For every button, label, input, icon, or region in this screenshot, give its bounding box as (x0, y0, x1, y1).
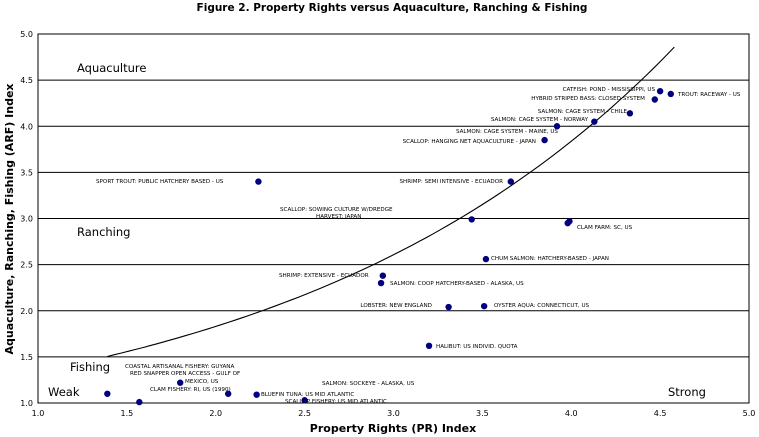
y-tick-label: 1.5 (20, 353, 33, 362)
annotation-red-snapper-location: MEXICO, US (185, 379, 219, 385)
annotation-chum-salmon: CHUM SALMON: HATCHERY-BASED - JAPAN (491, 256, 609, 262)
region-label-weak: Weak (48, 385, 80, 399)
data-point (224, 390, 232, 397)
y-tick-label: 2.0 (20, 307, 33, 316)
data-point (425, 342, 433, 350)
x-tick-label: 1.5 (121, 409, 134, 418)
x-tick-label: 2.5 (298, 409, 311, 418)
x-tick-labels: 1.0 1.5 2.0 2.5 3.0 3.5 4.0 4.5 5.0 (32, 409, 756, 418)
data-point (656, 87, 664, 95)
annotation-salmon-norway: SALMON: CAGE SYSTEM - NORWAY (491, 117, 589, 123)
region-label-fishing: Fishing (70, 360, 110, 374)
data-point (445, 303, 452, 311)
y-tick-labels: 1.0 1.5 2.0 2.5 3.0 3.5 4.0 4.5 5.0 (20, 30, 33, 408)
annotation-clam-fishery: CLAM FISHERY: RI, US (1990) (150, 387, 231, 393)
chart-title: Figure 2. Property Rights versus Aquacul… (197, 2, 588, 14)
data-point (301, 397, 308, 404)
annotation-salmon-sockeye: SALMON: SOCKEYE - ALASKA, US (322, 381, 415, 387)
data-point (507, 178, 515, 185)
x-tick-label: 5.0 (743, 409, 756, 418)
region-label-ranching: Ranching (77, 225, 130, 239)
annotation-red-snapper: RED SNAPPER OPEN ACCESS - GULF OF (130, 371, 240, 377)
annotation-hybrid-striped-bass: HYBRID STRIPED BASS: CLOSED SYSTEM (531, 96, 645, 102)
x-tick-label: 1.0 (32, 409, 45, 418)
annotation-scallop-sowing: SCALLOP: SOWING CULTURE W/DREDGE (280, 207, 393, 213)
annotation-sport-trout: SPORT TROUT: PUBLIC HATCHERY BASED - US (96, 179, 224, 185)
annotation-salmon-maine: SALMON: CAGE SYSTEM - MAINE, US (456, 129, 558, 135)
y-tick-label: 3.5 (20, 168, 33, 177)
grid (38, 79, 749, 358)
y-axis-title: Aquaculture, Ranching, Fishing (ARF) Ind… (3, 83, 16, 354)
x-tick-label: 3.5 (476, 409, 489, 418)
data-point (626, 110, 634, 117)
y-tick-label: 4.5 (20, 76, 33, 85)
plot-frame (37, 33, 750, 404)
x-tick-label: 2.0 (209, 409, 222, 418)
annotation-coastal-artisanal: COASTAL ARTISANAL FISHERY: GUYANA (125, 364, 234, 370)
x-tick-label: 4.0 (565, 409, 578, 418)
annotation-scallop-hanging-net: SCALLOP: HANGING NET AQUACULTURE - JAPAN (403, 139, 536, 145)
x-axis-title: Property Rights (PR) Index (310, 422, 476, 435)
y-tick-label: 2.5 (20, 261, 33, 270)
data-point (136, 398, 143, 406)
y-tick-label: 4.0 (20, 122, 33, 131)
data-point (564, 219, 571, 227)
x-tick-label: 3.0 (387, 409, 400, 418)
data-point (177, 379, 184, 386)
data-point (480, 302, 488, 310)
x-tick-label: 4.5 (654, 409, 667, 418)
data-point (553, 123, 561, 130)
annotation-bluefin-tuna: BLUEFIN TUNA: US MID ATLANTIC (261, 392, 354, 398)
data-point (377, 279, 385, 287)
annotation-scallop-harvest: HARVEST: JAPAN (316, 214, 361, 220)
region-label-strong: Strong (668, 385, 706, 399)
y-tick-label: 1.0 (20, 399, 33, 408)
data-point (667, 90, 674, 98)
annotation-shrimp-semi-intensive: SHRIMP: SEMI INTENSIVE - ECUADOR (399, 179, 503, 185)
data-point (253, 391, 260, 398)
annotation-halibut: HALIBUT: US INDIVID. QUOTA (436, 344, 518, 350)
trend-curve (107, 46, 675, 358)
region-label-aquaculture: Aquaculture (77, 61, 146, 75)
data-point (541, 136, 548, 144)
annotation-lobster: LOBSTER: NEW ENGLAND (360, 303, 432, 309)
data-point (255, 178, 262, 185)
annotation-scallop-fishery: SCALLOP FISHERY: US MID ATLANTIC (285, 399, 387, 405)
annotation-trout-raceway: TROUT: RACEWAY - US (677, 92, 741, 98)
data-point (379, 272, 387, 279)
annotation-shrimp-extensive: SHRIMP: EXTENSIVE - ECUADOR (279, 273, 369, 279)
data-point (468, 216, 475, 223)
data-point (651, 96, 658, 103)
annotation-salmon-chile: SALMON: CAGE SYSTEM - CHILE (538, 109, 628, 115)
y-tick-label: 5.0 (20, 30, 33, 39)
annotation-oyster: OYSTER AQUA: CONNECTICUT, US (494, 303, 590, 309)
data-points (104, 87, 674, 406)
y-tick-label: 3.0 (20, 215, 33, 224)
annotation-salmon-coop: SALMON: COOP HATCHERY-BASED - ALASKA, US (390, 281, 524, 287)
data-point (591, 118, 598, 125)
data-point (104, 390, 111, 397)
data-point (482, 255, 490, 263)
annotation-clam-farm: CLAM FARM: SC, US (577, 225, 633, 231)
annotation-catfish: CATFISH: POND - MISSISSIPPI, US (563, 87, 656, 93)
